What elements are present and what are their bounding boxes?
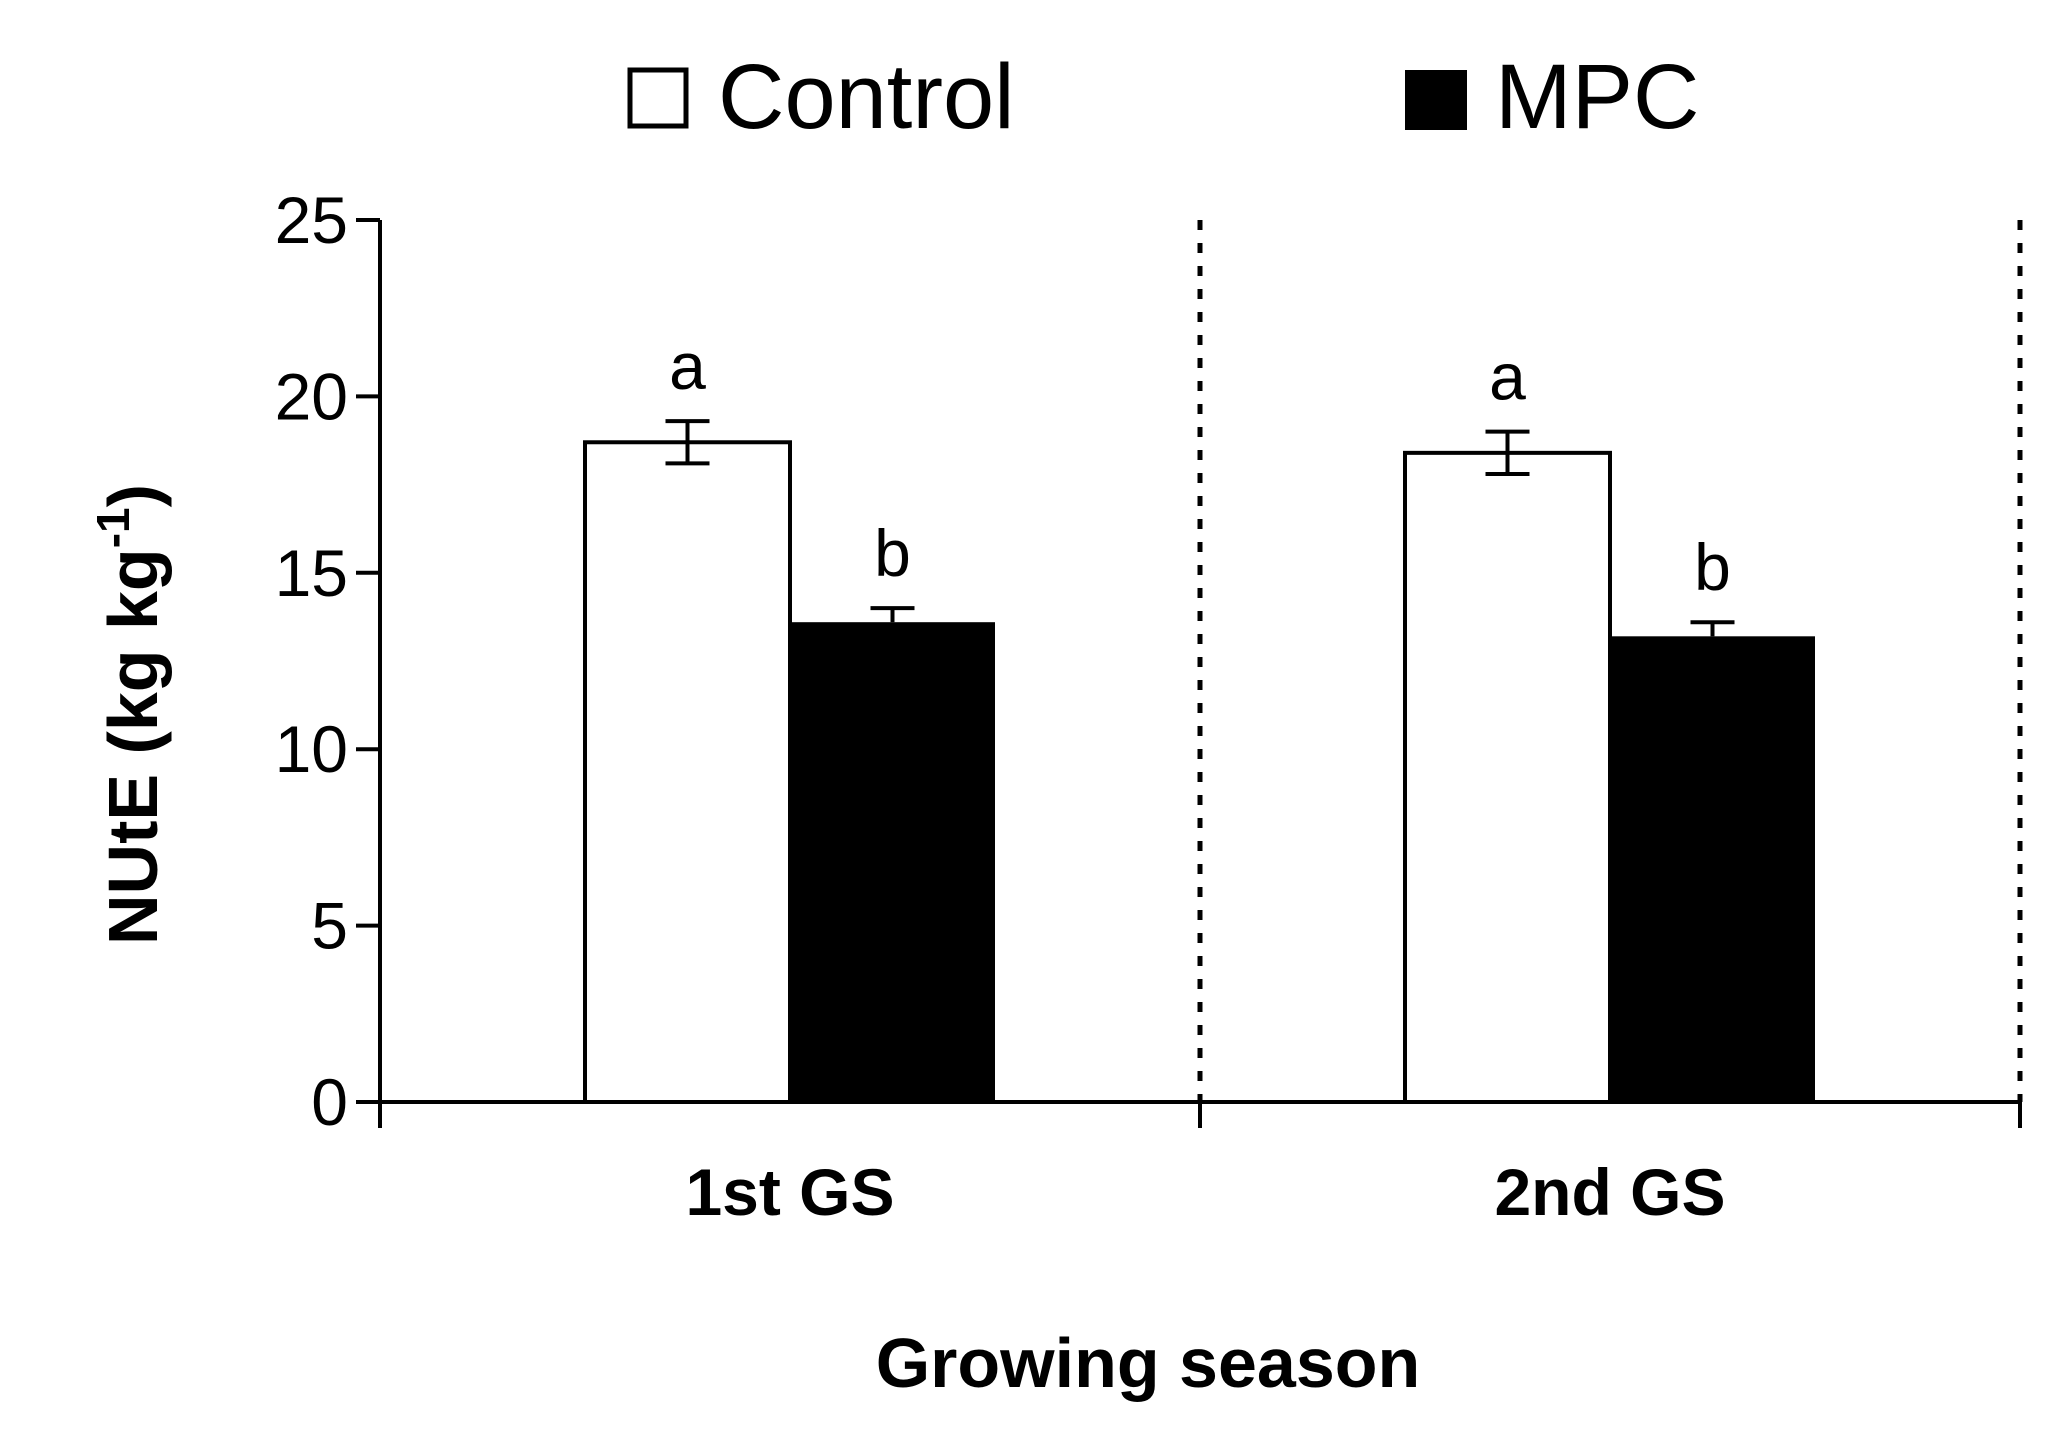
y-tick-label-2: 10 [275,712,348,786]
significance-label-control-2: a [1489,340,1526,414]
legend: Control MPC [627,46,1699,148]
legend-label-control: Control [718,46,1015,148]
bar-mpc-2 [1610,636,1815,1102]
x-category-label-1: 1st GS [685,1155,894,1229]
x-category-label-2: 2nd GS [1494,1155,1725,1229]
significance-label-mpc-1: b [874,516,911,590]
plot-area: 0 5 10 15 20 25 a b 1st GS a b 2nd GS [275,183,2023,1229]
y-tick-label-1: 5 [311,889,348,963]
bar-mpc-1 [790,622,995,1102]
y-axis-title-superscript: -1 [87,507,139,548]
legend-swatch-control [627,67,689,129]
x-axis-title: Growing season [876,1324,1421,1402]
y-tick-label-3: 15 [275,536,348,610]
significance-label-mpc-2: b [1694,530,1731,604]
y-axis-title-close: ) [94,484,172,507]
significance-label-control-1: a [669,329,706,403]
y-axis-title: NUtE (kg kg-1) [87,484,172,945]
bar-control-1 [583,440,792,1105]
bar-control-2 [1403,450,1612,1104]
y-axis-title-main: NUtE (kg kg [94,548,172,945]
y-tick-label-0: 0 [311,1065,348,1139]
legend-swatch-mpc [1405,70,1467,130]
legend-label-mpc: MPC [1495,46,1699,148]
y-tick-label-4: 20 [275,359,348,433]
y-tick-label-5: 25 [275,183,348,257]
